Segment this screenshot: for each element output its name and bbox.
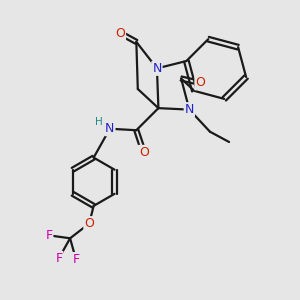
- Text: O: O: [139, 146, 148, 159]
- Text: N: N: [184, 103, 194, 116]
- Text: O: O: [115, 27, 125, 40]
- Text: F: F: [45, 229, 52, 242]
- Text: F: F: [72, 253, 80, 266]
- Text: N: N: [152, 62, 162, 75]
- Text: H: H: [95, 117, 103, 127]
- Text: O: O: [84, 217, 94, 230]
- Text: O: O: [195, 76, 205, 89]
- Text: N: N: [105, 122, 115, 135]
- Text: F: F: [55, 252, 62, 265]
